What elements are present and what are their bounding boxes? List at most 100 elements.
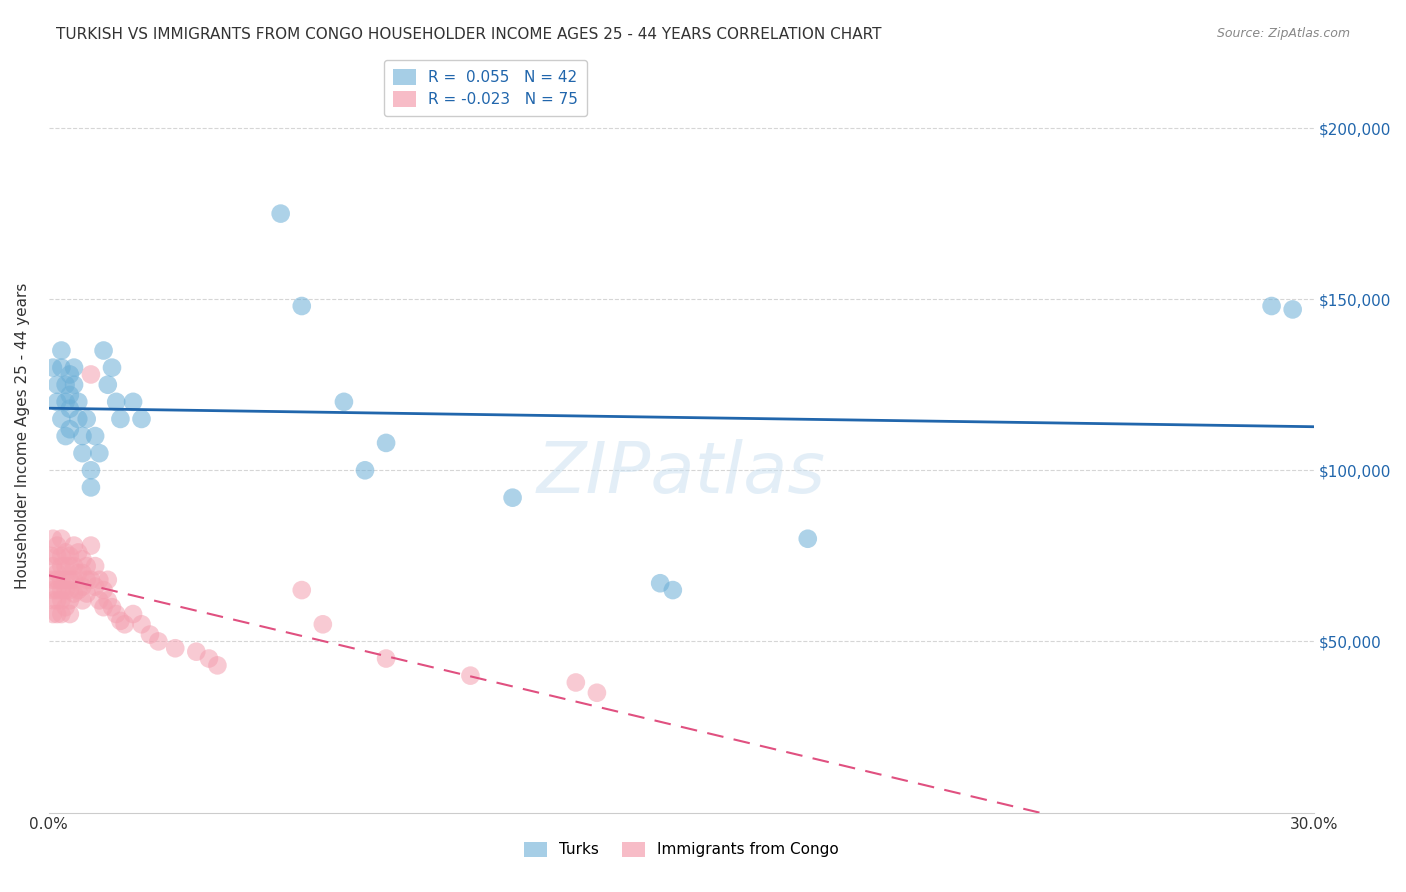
Point [59, 388, 82, 402]
Point [46, 593, 69, 607]
Point [72, 552, 94, 566]
Point [55, 377, 77, 392]
Point [460, 668, 482, 682]
Point [55, 600, 77, 615]
Point [55, 394, 77, 409]
Point [51, 360, 73, 375]
Point [89, 446, 111, 460]
Point [67, 566, 90, 580]
Point [270, 206, 292, 220]
Point [51, 532, 73, 546]
Point [586, 686, 609, 700]
Point [59, 593, 82, 607]
Point [110, 614, 132, 628]
Point [63, 360, 86, 375]
Point [80, 573, 103, 587]
Point [1260, 299, 1282, 313]
Point [63, 586, 86, 600]
Point [46, 539, 69, 553]
Point [131, 412, 153, 426]
Point [51, 549, 73, 563]
Point [93, 343, 115, 358]
Point [565, 675, 588, 690]
Point [207, 658, 229, 673]
Point [502, 491, 524, 505]
Point [42, 360, 65, 375]
Point [110, 412, 132, 426]
Point [59, 607, 82, 621]
Point [55, 545, 77, 559]
Point [72, 566, 94, 580]
Point [55, 583, 77, 598]
Point [80, 368, 103, 382]
Point [76, 586, 98, 600]
Point [76, 412, 98, 426]
Point [46, 583, 69, 598]
Point [89, 573, 111, 587]
Point [46, 549, 69, 563]
Point [59, 368, 82, 382]
Point [59, 573, 82, 587]
Point [67, 394, 90, 409]
Point [67, 583, 90, 598]
Y-axis label: Householder Income Ages 25 - 44 years: Householder Income Ages 25 - 44 years [15, 283, 30, 590]
Point [84, 580, 107, 594]
Point [51, 583, 73, 598]
Point [46, 573, 69, 587]
Point [291, 299, 314, 313]
Point [354, 463, 377, 477]
Point [662, 583, 685, 598]
Point [105, 607, 128, 621]
Point [42, 607, 65, 621]
Point [51, 593, 73, 607]
Point [72, 593, 94, 607]
Point [39, 549, 62, 563]
Text: TURKISH VS IMMIGRANTS FROM CONGO HOUSEHOLDER INCOME AGES 25 - 44 YEARS CORRELATI: TURKISH VS IMMIGRANTS FROM CONGO HOUSEHO… [56, 27, 882, 42]
Point [1281, 302, 1303, 317]
Point [333, 394, 356, 409]
Point [63, 559, 86, 574]
Point [80, 480, 103, 494]
Point [51, 573, 73, 587]
Point [59, 422, 82, 436]
Point [59, 549, 82, 563]
Point [67, 412, 90, 426]
Point [51, 343, 73, 358]
Point [312, 617, 335, 632]
Point [186, 645, 208, 659]
Point [101, 600, 124, 615]
Point [122, 607, 145, 621]
Text: ZIPatlas: ZIPatlas [537, 439, 825, 508]
Point [42, 583, 65, 598]
Point [101, 360, 124, 375]
Point [72, 446, 94, 460]
Point [165, 641, 187, 656]
Point [84, 429, 107, 443]
Legend: R =  0.055   N = 42, R = -0.023   N = 75: R = 0.055 N = 42, R = -0.023 N = 75 [384, 60, 586, 116]
Point [131, 617, 153, 632]
Point [84, 559, 107, 574]
Text: Source: ZipAtlas.com: Source: ZipAtlas.com [1216, 27, 1350, 40]
Point [797, 532, 820, 546]
Point [139, 627, 162, 641]
Point [55, 559, 77, 574]
Point [51, 559, 73, 574]
Point [93, 583, 115, 598]
Point [291, 583, 314, 598]
Point [46, 566, 69, 580]
Point [76, 559, 98, 574]
Point [59, 401, 82, 416]
Point [93, 600, 115, 615]
Point [63, 573, 86, 587]
Point [59, 559, 82, 574]
Point [80, 463, 103, 477]
Point [97, 573, 120, 587]
Point [51, 412, 73, 426]
Point [59, 583, 82, 598]
Point [42, 593, 65, 607]
Point [46, 377, 69, 392]
Point [650, 576, 672, 591]
Point [97, 593, 120, 607]
Point [46, 607, 69, 621]
Point [72, 580, 94, 594]
